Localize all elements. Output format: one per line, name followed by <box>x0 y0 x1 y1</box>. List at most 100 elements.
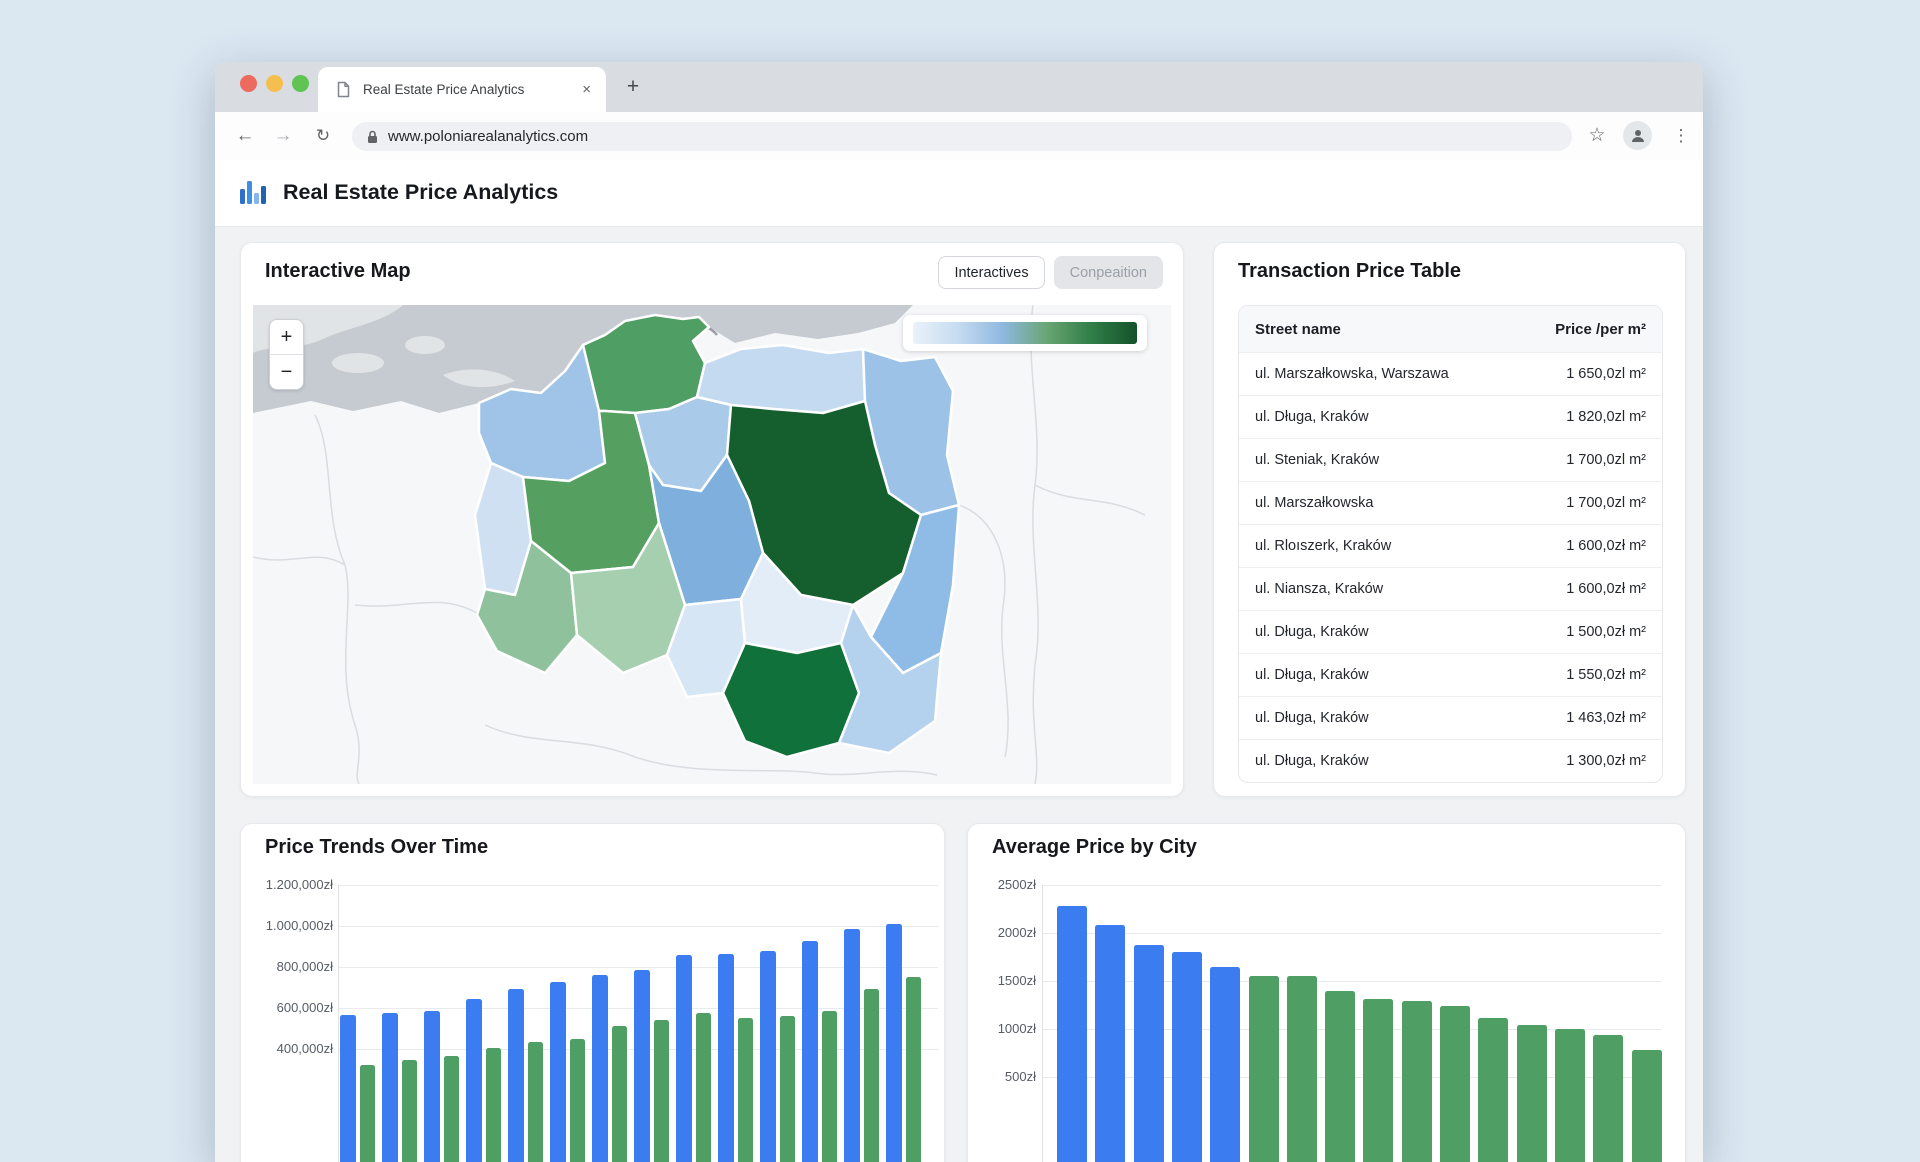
price-table: Street name Price /per m² ul. Marszałkow… <box>1238 305 1663 783</box>
bar-blue <box>634 970 650 1162</box>
y-tick-label: 800,000zł <box>276 959 333 974</box>
y-tick-label: 1.000,000zł <box>265 918 333 933</box>
browser-menu-icon[interactable]: ⋮ <box>1672 125 1690 145</box>
address-bar[interactable]: www.poloniarealanalytics.com <box>352 122 1572 151</box>
reload-icon[interactable]: ↻ <box>315 125 331 145</box>
poland-choropleth-map[interactable]: + − <box>253 305 1171 784</box>
conpeaition-button[interactable]: Conpeaition <box>1053 256 1163 289</box>
page-content: Interactive Map Interactives Conpeaition <box>215 227 1703 1162</box>
bar-green <box>486 1047 501 1162</box>
gridline <box>338 926 938 927</box>
price-cell: 1 550,0zł m² <box>1566 667 1646 683</box>
table-row: ul. Długa, Kraków 1 500,0zł m² <box>1239 610 1662 653</box>
bar-green <box>1363 999 1394 1162</box>
baltic-sea <box>253 305 913 413</box>
bar-blue <box>424 1011 440 1162</box>
y-tick-label: 1500zł <box>997 973 1036 988</box>
table-row: ul. Marszałkowska 1 700,0zl m² <box>1239 481 1662 524</box>
table-row: ul. Rloıszerk, Kraków 1 600,0zł m² <box>1239 524 1662 567</box>
price-cell: 1 700,0zl m² <box>1566 452 1646 468</box>
street-cell: ul. Długa, Kraków <box>1255 667 1369 683</box>
profile-avatar[interactable] <box>1623 121 1652 150</box>
gridline <box>1042 981 1661 982</box>
column-header-price: Price /per m² <box>1555 320 1646 338</box>
url-text[interactable]: www.poloniarealanalytics.com <box>388 128 589 145</box>
y-tick-label: 1000zł <box>997 1021 1036 1036</box>
gridline <box>1042 885 1661 886</box>
transaction-price-table-card: Transaction Price Table Street name Pric… <box>1213 242 1686 797</box>
new-tab-button[interactable]: + <box>626 75 640 98</box>
gridline <box>338 885 938 886</box>
bar-green <box>1325 990 1356 1162</box>
zoom-in-button[interactable]: + <box>280 325 293 348</box>
browser-window: Real Estate Price Analytics × + ← → ↻ ww… <box>215 62 1703 1162</box>
bar-blue <box>718 954 734 1162</box>
price-trends-chart-card: Price Trends Over Time 1.200,000zł 1.000,… <box>240 823 945 1162</box>
page-title: Real Estate Price Analytics <box>283 179 559 204</box>
table-row: ul. Steniak, Kraków 1 700,0zl m² <box>1239 438 1662 481</box>
tab-close-icon[interactable]: × <box>582 81 591 98</box>
y-tick-label: 500zł <box>1004 1069 1036 1084</box>
bar-green <box>612 1026 627 1162</box>
bar-blue <box>802 941 818 1162</box>
bar-blue <box>760 950 776 1162</box>
map-svg <box>253 305 1171 784</box>
bar-green <box>696 1013 711 1162</box>
map-region[interactable] <box>721 641 861 759</box>
bar-blue <box>592 975 608 1162</box>
table-row: ul. Marszałkowska, Warszawa 1 650,0zl m² <box>1239 352 1662 395</box>
map-zoom-control: + − <box>269 319 304 390</box>
close-window-button[interactable] <box>240 75 257 92</box>
bar-blue <box>382 1013 398 1162</box>
bar-green <box>1478 1018 1509 1162</box>
person-icon <box>1631 129 1644 142</box>
table-body: ul. Marszałkowska, Warszawa 1 650,0zl m² u… <box>1239 352 1662 782</box>
street-cell: ul. Długa, Kraków <box>1255 710 1369 726</box>
street-cell: ul. Marszałkowska <box>1255 495 1374 511</box>
bar-blue <box>844 929 860 1162</box>
map-card-title: Interactive Map <box>265 260 411 282</box>
bar-blue <box>508 988 524 1162</box>
trends-chart-title: Price Trends Over Time <box>265 836 489 858</box>
map-region[interactable] <box>837 603 943 755</box>
maximize-window-button[interactable] <box>292 75 309 92</box>
table-row: ul. Długa, Kraków 1 550,0zł m² <box>1239 653 1662 696</box>
color-scale-legend <box>903 315 1147 351</box>
tab-strip: Real Estate Price Analytics × + <box>215 62 1703 112</box>
table-row: ul. Długa, Kraków 1 300,0zł m² <box>1239 739 1662 782</box>
bar-blue <box>1171 952 1202 1162</box>
bar-blue <box>1133 944 1164 1162</box>
price-cell: 1 600,0zł m² <box>1566 581 1646 597</box>
bookmark-star-icon[interactable]: ☆ <box>1588 125 1606 146</box>
street-cell: ul. Długa, Kraków <box>1255 753 1369 769</box>
back-icon[interactable]: ← <box>235 124 255 146</box>
street-cell: ul. Steniak, Kraków <box>1255 452 1380 468</box>
street-cell: ul. Długa, Kraków <box>1255 624 1369 640</box>
zoom-out-button[interactable]: − <box>280 360 293 383</box>
price-cell: 1 650,0zl m² <box>1566 366 1646 382</box>
price-cell: 1 820,0zl m² <box>1566 409 1646 425</box>
y-axis-line <box>338 885 339 1162</box>
street-cell: ul. Marszałkowska, Warszawa <box>1255 366 1449 382</box>
street-cell: ul. Długa, Kraków <box>1255 409 1369 425</box>
forward-icon[interactable]: → <box>273 124 293 146</box>
interactives-button[interactable]: Interactives <box>938 256 1045 289</box>
bar-blue <box>676 955 692 1162</box>
y-tick-label: 2500zł <box>997 877 1036 892</box>
table-card-title: Transaction Price Table <box>1238 260 1462 282</box>
bar-green <box>1593 1035 1624 1162</box>
interactive-map-card: Interactive Map Interactives Conpeaition <box>240 242 1184 797</box>
lock-icon <box>368 130 377 143</box>
price-cell: 1 600,0zł m² <box>1566 538 1646 554</box>
y-tick-label: 2000zł <box>997 925 1036 940</box>
bar-green <box>402 1060 417 1162</box>
bar-blue <box>1210 966 1241 1162</box>
browser-toolbar: ← → ↻ www.poloniarealanalytics.com ☆ ⋮ <box>215 112 1703 161</box>
bar-green <box>1248 976 1279 1162</box>
y-tick-label: 1.200,000zł <box>265 877 333 892</box>
minimize-window-button[interactable] <box>266 75 283 92</box>
browser-tab[interactable]: Real Estate Price Analytics × <box>318 67 606 112</box>
page-favicon-icon <box>337 81 350 98</box>
table-header-row: Street name Price /per m² <box>1239 306 1662 352</box>
column-header-street: Street name <box>1255 320 1341 338</box>
